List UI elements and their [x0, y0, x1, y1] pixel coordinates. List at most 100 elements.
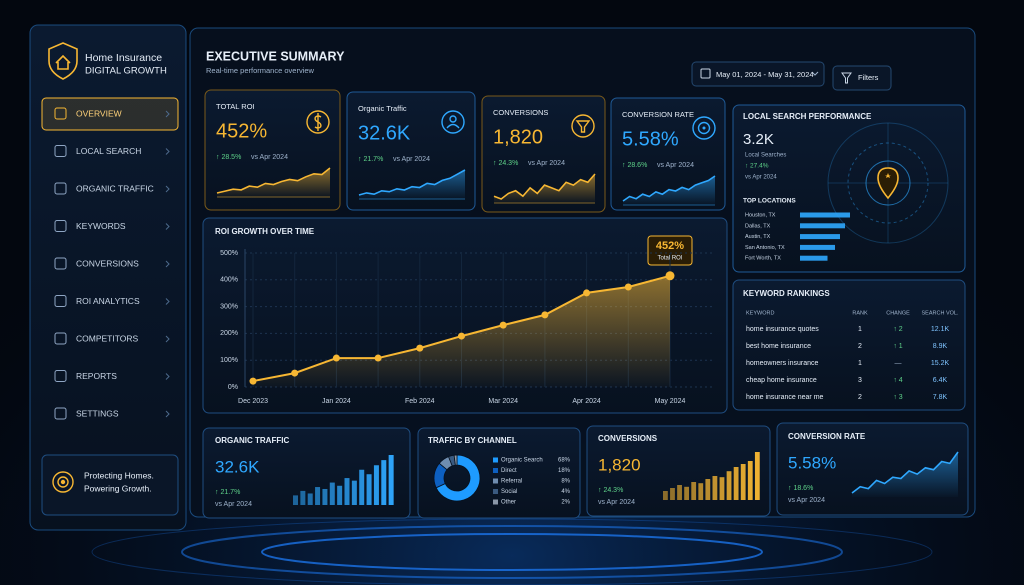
table-cell: ↑ 1	[893, 343, 902, 350]
page-subtitle: Real-time performance overview	[206, 66, 315, 75]
legend-label: Other	[501, 500, 516, 506]
kpi-label: CONVERSION RATE	[622, 110, 694, 119]
kpi-sparkline	[216, 167, 331, 194]
bar	[293, 495, 299, 505]
location-bar	[800, 223, 845, 229]
bar	[322, 488, 328, 505]
nav-chevron	[165, 373, 170, 380]
point	[665, 271, 675, 281]
kpi-sparkline	[622, 175, 716, 202]
table-cell: 7.8K	[933, 394, 948, 401]
x-tick-label: May 2024	[655, 398, 686, 405]
point	[499, 321, 507, 329]
bar	[712, 476, 718, 500]
y-tick-label: 400%	[220, 277, 238, 284]
legend-value: 18%	[558, 468, 571, 474]
point	[583, 289, 591, 297]
kpi-change: ↑ 28.6%	[622, 162, 647, 169]
location-name: San Antonio, TX	[745, 245, 785, 251]
kpi-change: ↑ 21.7%	[358, 156, 383, 163]
nav-item[interactable]: LOCAL SEARCH	[76, 146, 141, 156]
card-sparkline-area	[852, 452, 958, 497]
table-cell: 2	[858, 394, 862, 401]
dropdown-chevron	[811, 71, 819, 76]
annotation-label: Total ROI	[657, 256, 682, 262]
table-header: KEYWORD	[746, 310, 774, 316]
bar	[670, 488, 675, 500]
location-name: Austin, TX	[745, 234, 771, 240]
nav-item[interactable]: REPORTS	[76, 371, 117, 381]
nav-item[interactable]: COMPETITORS	[76, 333, 139, 343]
y-tick-label: 300%	[220, 303, 238, 310]
kpi-sparkline	[493, 173, 596, 200]
nav-item[interactable]: SETTINGS	[76, 408, 119, 418]
filters-label[interactable]: Filters	[858, 73, 879, 82]
point	[374, 354, 382, 362]
table-cell: 15.2K	[931, 360, 950, 367]
location-name: Dallas, TX	[745, 223, 771, 229]
nav-chevron	[165, 335, 170, 343]
brand-title: Home Insurance	[85, 52, 162, 64]
kpi-icons	[306, 110, 716, 140]
panel-title: KEYWORD RANKINGS	[743, 289, 830, 298]
date-range-button[interactable]	[691, 61, 825, 87]
location-bar	[800, 212, 850, 218]
bar	[747, 461, 753, 500]
nav-item[interactable]: OVERVIEW	[76, 108, 122, 118]
bar	[719, 477, 725, 500]
nav-item[interactable]: ROI ANALYTICS	[76, 296, 140, 306]
nav-item[interactable]: ORGANIC TRAFFIC	[76, 183, 154, 193]
legend-value: 4%	[561, 489, 570, 495]
donut-slice	[435, 454, 481, 502]
kpi-value: 5.58%	[622, 128, 679, 150]
page-title: EXECUTIVE SUMMARY	[206, 49, 345, 63]
card-value: 32.6K	[215, 457, 260, 476]
local-compare: vs Apr 2024	[745, 175, 777, 181]
legend-swatch	[493, 468, 498, 473]
x-tick-label: Feb 2024	[405, 398, 435, 405]
table-cell: 3	[858, 377, 862, 384]
x-tick-label: Dec 2023	[238, 398, 268, 405]
bottom-card	[202, 427, 411, 519]
location-bar	[800, 234, 840, 240]
nav-item[interactable]: KEYWORDS	[76, 221, 126, 231]
table-cell: best home insurance	[746, 343, 811, 350]
y-tick-label: 0%	[228, 384, 238, 391]
sidebar-footer-box	[41, 454, 179, 516]
table-cell: ↑ 3	[893, 394, 902, 401]
y-tick-label: 500%	[220, 250, 238, 257]
nav-icon	[54, 257, 67, 270]
table-cell: 1	[858, 360, 862, 367]
table-cell: home insurance near me	[746, 394, 824, 401]
nav-item[interactable]: CONVERSIONS	[76, 258, 139, 268]
table-header: SEARCH VOL.	[922, 310, 959, 316]
nav-active-highlight[interactable]	[41, 97, 179, 131]
legend-swatch	[493, 499, 498, 505]
chart-title: ROI GROWTH OVER TIME	[215, 227, 315, 236]
legend-value: 2%	[561, 500, 570, 506]
kpi-label: TOTAL ROI	[216, 102, 255, 111]
y-tick-label: 100%	[220, 357, 238, 364]
bar	[329, 482, 335, 505]
location-bar	[800, 255, 828, 261]
legend-value: 8%	[561, 479, 570, 485]
card-compare: vs Apr 2024	[788, 497, 825, 504]
nav-icon	[54, 332, 67, 345]
bar	[315, 487, 321, 505]
bar	[691, 482, 697, 500]
filters-button[interactable]	[832, 65, 892, 91]
nav-icon	[54, 220, 67, 232]
kpi-compare: vs Apr 2024	[393, 156, 430, 163]
date-range[interactable]: May 01, 2024 - May 31, 2024	[716, 70, 814, 79]
nav-chevron	[165, 298, 170, 305]
x-tick-label: Apr 2024	[572, 398, 601, 405]
nav-icon	[54, 370, 67, 382]
point	[291, 369, 299, 377]
filter-icon	[841, 72, 852, 84]
legend-label: Social	[501, 489, 517, 495]
point	[541, 311, 549, 319]
table-cell: —	[895, 360, 902, 367]
local-label: Local Searches	[745, 153, 786, 159]
brand-subtitle: DIGITAL GROWTH	[85, 66, 167, 77]
bar	[726, 471, 732, 500]
